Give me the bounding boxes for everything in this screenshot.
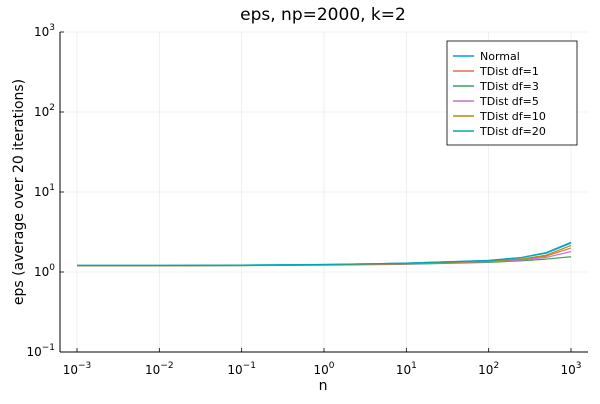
x-tick-label: 10−1 — [227, 361, 256, 377]
x-tick-base: 10 — [560, 363, 575, 377]
y-axis-label: eps (average over 20 iterations) — [11, 79, 27, 305]
chart-title: eps, np=2000, k=2 — [240, 5, 406, 25]
y-tick-exponent: 1 — [49, 183, 55, 193]
x-tick-exponent: 1 — [411, 361, 417, 371]
legend-entry-label: TDist df=3 — [479, 80, 539, 93]
y-tick-label: 101 — [34, 183, 55, 199]
y-tick-exponent: −1 — [42, 343, 55, 353]
x-tick-label: 103 — [560, 361, 581, 377]
x-tick-exponent: 2 — [493, 361, 499, 371]
y-tick-exponent: 3 — [49, 23, 55, 33]
x-tick-base: 10 — [396, 363, 411, 377]
y-tick-exponent: 0 — [49, 263, 55, 273]
x-tick-label: 10−2 — [145, 361, 174, 377]
legend-entry-label: TDist df=5 — [479, 95, 539, 108]
legend-entry-label: TDist df=1 — [479, 65, 539, 78]
y-tick-base: 10 — [34, 185, 49, 199]
x-tick-base: 10 — [63, 363, 78, 377]
x-tick-exponent: −1 — [243, 361, 256, 371]
x-tick-base: 10 — [227, 363, 242, 377]
x-tick-label: 102 — [478, 361, 499, 377]
y-tick-label: 103 — [34, 23, 55, 39]
y-tick-base: 10 — [26, 345, 41, 359]
x-tick-exponent: 0 — [329, 361, 335, 371]
legend-entry-label: TDist df=20 — [479, 125, 546, 138]
x-tick-base: 10 — [145, 363, 160, 377]
y-tick-base: 10 — [34, 265, 49, 279]
x-tick-exponent: −2 — [160, 361, 173, 371]
series-line-5 — [77, 242, 572, 266]
legend-box — [446, 40, 578, 146]
legend-entry-label: TDist df=10 — [479, 110, 546, 123]
x-tick-base: 10 — [478, 363, 493, 377]
x-axis-label: n — [319, 378, 328, 394]
x-tick-label: 100 — [313, 361, 334, 377]
x-tick-label: 101 — [396, 361, 417, 377]
y-tick-base: 10 — [34, 25, 49, 39]
x-tick-label: 10−3 — [63, 361, 92, 377]
y-tick-label: 10−1 — [26, 343, 55, 359]
x-tick-exponent: 3 — [576, 361, 582, 371]
x-tick-exponent: −3 — [78, 361, 91, 371]
y-tick-exponent: 2 — [49, 103, 55, 113]
legend-entry-label: Normal — [480, 50, 520, 63]
y-tick-label: 100 — [34, 263, 55, 279]
y-tick-base: 10 — [34, 105, 49, 119]
x-tick-base: 10 — [313, 363, 328, 377]
y-tick-label: 102 — [34, 103, 55, 119]
